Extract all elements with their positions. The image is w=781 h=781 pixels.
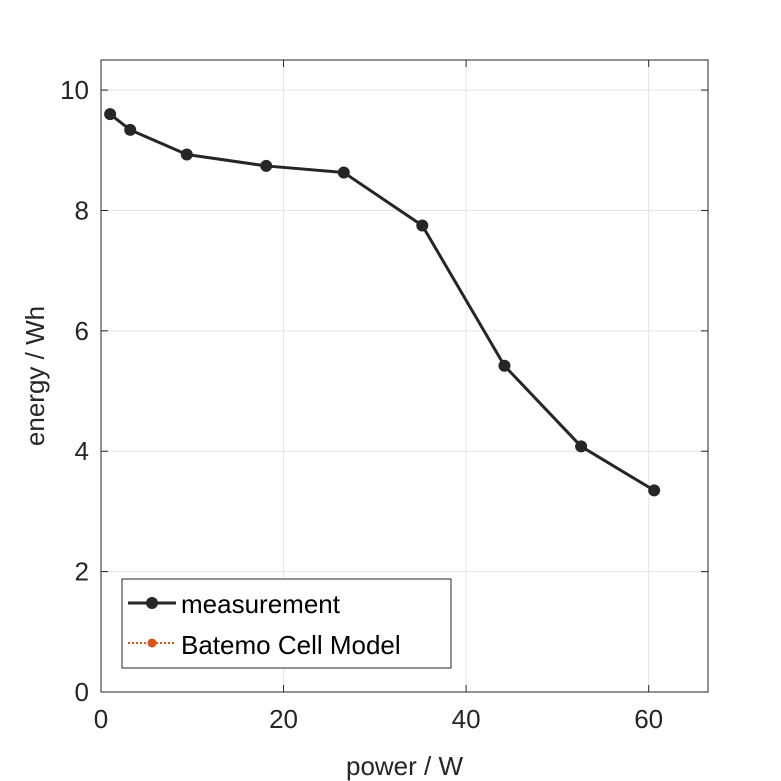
legend-box — [121, 578, 452, 669]
data-point — [180, 148, 193, 161]
y-tick-label: 0 — [75, 677, 89, 707]
y-tick-label: 10 — [60, 75, 89, 105]
legend-swatch-measurement-marker — [146, 597, 158, 609]
data-point — [104, 108, 117, 121]
data-point — [575, 440, 588, 453]
data-point — [416, 219, 429, 232]
y-tick-label: 4 — [75, 436, 89, 466]
axes-box — [100, 59, 709, 693]
data-point — [648, 484, 661, 497]
legend-swatch-model-marker — [147, 638, 157, 648]
y-tick-label: 2 — [75, 557, 89, 587]
data-point — [337, 166, 350, 179]
legend-label-measurement: measurement — [181, 589, 341, 619]
data-point — [498, 359, 511, 372]
x-tick-label: 20 — [269, 704, 298, 734]
y-axis-label: energy / Wh — [20, 306, 50, 446]
data-point — [124, 123, 137, 136]
series-layer — [104, 108, 661, 497]
x-tick-label: 0 — [94, 704, 108, 734]
ticks: 0 20 40 60 0 2 4 6 8 10 — [60, 60, 708, 734]
x-axis-label: power / W — [346, 751, 463, 781]
x-tick-label: 60 — [634, 704, 663, 734]
y-tick-label: 6 — [75, 316, 89, 346]
x-tick-label: 40 — [452, 704, 481, 734]
y-tick-label: 8 — [75, 195, 89, 225]
legend-label-model: Batemo Cell Model — [181, 630, 401, 660]
data-point — [260, 159, 273, 172]
legend: measurement Batemo Cell Model — [121, 578, 452, 669]
